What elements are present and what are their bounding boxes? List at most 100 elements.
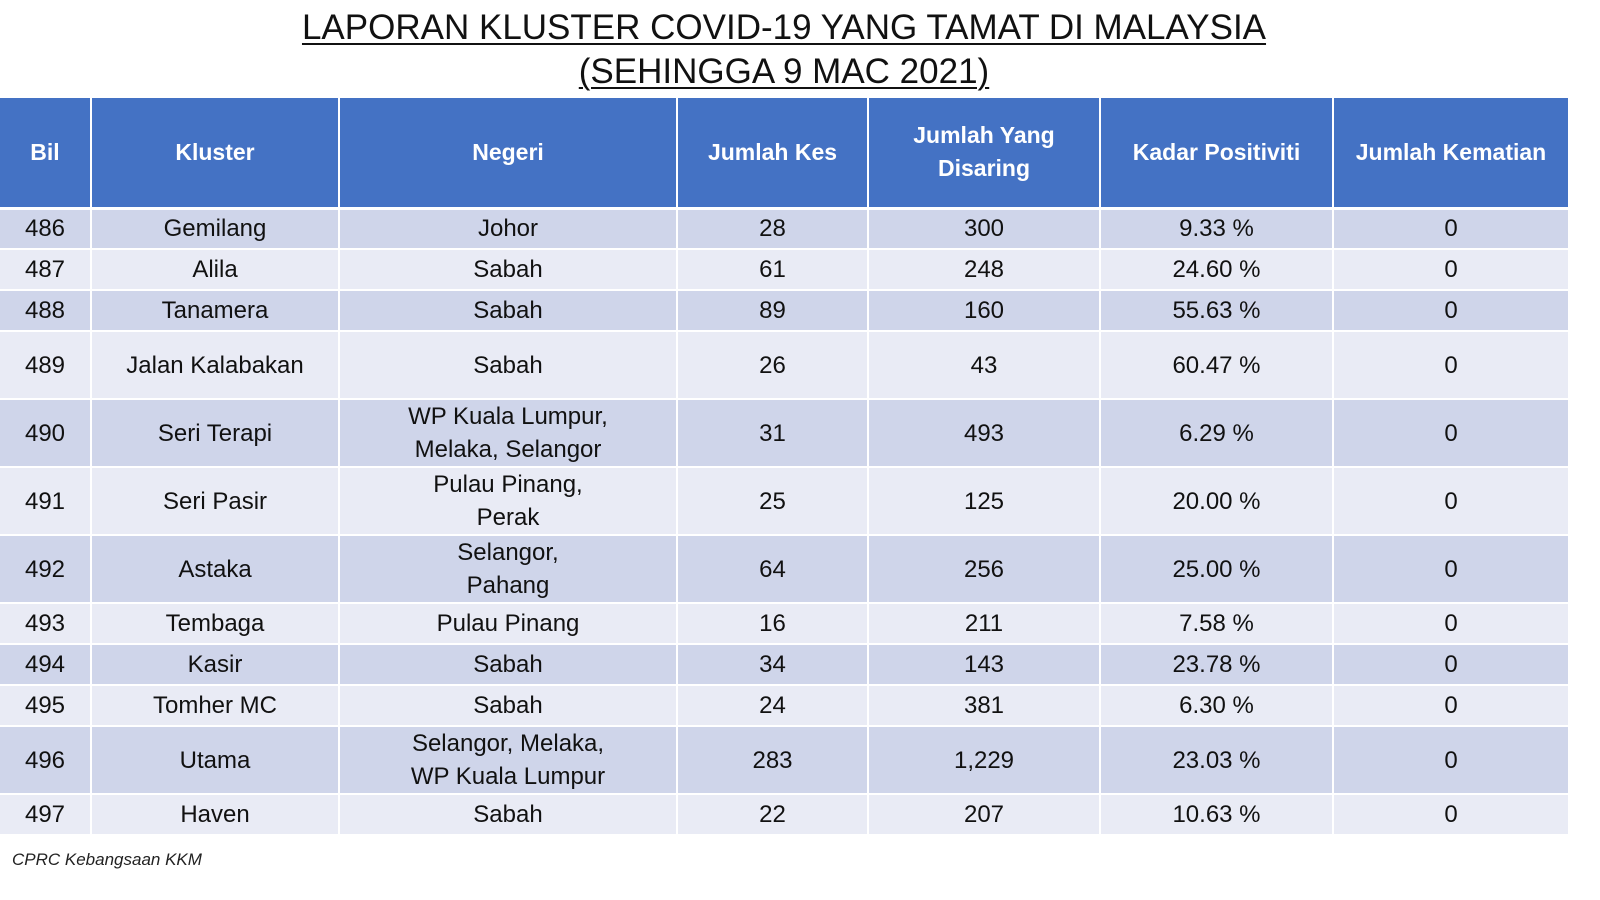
negeri-line: Pulau Pinang, [433, 471, 583, 498]
table-body: 486 Gemilang Johor 28 300 9.33 % 0 487 Alila Saba… [0, 208, 1568, 836]
cell-jumlah-kes: 89 [677, 290, 869, 332]
cell-kluster: Alila [91, 249, 340, 291]
header-jumlah-kes: Jumlah Kes [677, 98, 869, 210]
header-jumlah-kematian: Jumlah Kematian [1333, 98, 1568, 210]
cell-jumlah-disaring: 381 [868, 685, 1101, 727]
negeri-line: WP Kuala Lumpur, [408, 403, 608, 430]
cell-jumlah-disaring: 43 [868, 331, 1101, 400]
cell-kadar-positiviti: 6.30 % [1100, 685, 1334, 727]
cell-kadar-positiviti: 6.29 % [1100, 399, 1334, 468]
cell-jumlah-kes: 24 [677, 685, 869, 727]
cell-negeri: WP Kuala Lumpur, Melaka, Selangor [339, 399, 678, 468]
cell-bil: 497 [0, 794, 92, 836]
negeri-line: Pulau Pinang [436, 610, 580, 637]
table-row: 492 Astaka Selangor, Pahang 64 256 25.00 % 0 [0, 535, 1568, 604]
cell-bil: 495 [0, 685, 92, 727]
cell-kluster: Jalan Kalabakan [91, 331, 340, 400]
cell-negeri: Johor [339, 208, 678, 250]
negeri-line: Selangor, Melaka, [411, 730, 605, 757]
table-row: 490 Seri Terapi WP Kuala Lumpur, Melaka, Se… [0, 399, 1568, 468]
cell-jumlah-kes: 25 [677, 467, 869, 536]
report-title-line-1: LAPORAN KLUSTER COVID-19 YANG TAMAT DI M… [301, 8, 1267, 47]
table-row: 488 Tanamera Sabah 89 160 55.63 % 0 [0, 290, 1568, 332]
table-row: 486 Gemilang Johor 28 300 9.33 % 0 [0, 208, 1568, 250]
cell-jumlah-disaring: 125 [868, 467, 1101, 536]
negeri-line: Sabah [473, 692, 543, 719]
negeri-line: Perak [476, 504, 540, 531]
cell-negeri: Sabah [339, 794, 678, 836]
report-title-line-2: (SEHINGGA 9 MAC 2021) [578, 52, 990, 91]
cell-negeri: Sabah [339, 644, 678, 686]
cell-jumlah-kematian: 0 [1333, 331, 1568, 400]
cell-jumlah-kematian: 0 [1333, 208, 1568, 250]
cell-kluster: Tomher MC [91, 685, 340, 727]
cell-kluster: Gemilang [91, 208, 340, 250]
cell-kluster: Utama [91, 726, 340, 795]
cell-kadar-positiviti: 55.63 % [1100, 290, 1334, 332]
cell-negeri: Sabah [339, 331, 678, 400]
source-note: CPRC Kebangsaan KKM [12, 850, 202, 869]
cell-jumlah-kematian: 0 [1333, 794, 1568, 836]
cell-bil: 488 [0, 290, 92, 332]
cell-kluster: Tembaga [91, 603, 340, 645]
cell-kluster: Kasir [91, 644, 340, 686]
table-row: 494 Kasir Sabah 34 143 23.78 % 0 [0, 644, 1568, 686]
cell-jumlah-kes: 31 [677, 399, 869, 468]
cluster-table: Bil Kluster Negeri Jumlah Kes Jumlah Yan… [0, 98, 1568, 836]
cell-kadar-positiviti: 60.47 % [1100, 331, 1334, 400]
cell-jumlah-disaring: 248 [868, 249, 1101, 291]
cell-jumlah-disaring: 300 [868, 208, 1101, 250]
table-header-row: Bil Kluster Negeri Jumlah Kes Jumlah Yan… [0, 98, 1568, 210]
cell-bil: 494 [0, 644, 92, 686]
cell-kadar-positiviti: 25.00 % [1100, 535, 1334, 604]
negeri-line: Johor [477, 215, 539, 243]
cell-kluster: Haven [91, 794, 340, 836]
header-kluster: Kluster [91, 98, 340, 210]
table-row: 491 Seri Pasir Pulau Pinang, Perak 25 125 20.0… [0, 467, 1568, 536]
cell-jumlah-kes: 28 [677, 208, 869, 250]
table-row: 489 Jalan Kalabakan Sabah 26 43 60.47 % 0 [0, 331, 1568, 400]
cell-jumlah-kematian: 0 [1333, 603, 1568, 645]
cell-jumlah-kes: 283 [677, 726, 869, 795]
cell-negeri: Selangor, Pahang [339, 535, 678, 604]
cell-jumlah-kematian: 0 [1333, 685, 1568, 727]
negeri-line: Selangor, [457, 539, 559, 566]
negeri-line: Sabah [473, 651, 543, 678]
cell-kadar-positiviti: 23.03 % [1100, 726, 1334, 795]
cell-jumlah-disaring: 211 [868, 603, 1101, 645]
cell-bil: 493 [0, 603, 92, 645]
cell-kadar-positiviti: 7.58 % [1100, 603, 1334, 645]
cell-jumlah-disaring: 493 [868, 399, 1101, 468]
header-bil: Bil [0, 98, 92, 210]
header-jumlah-disaring: Jumlah Yang Disaring [868, 98, 1101, 210]
cell-kadar-positiviti: 24.60 % [1100, 249, 1334, 291]
cell-bil: 496 [0, 726, 92, 795]
negeri-line: Sabah [473, 801, 543, 828]
table-row: 497 Haven Sabah 22 207 10.63 % 0 [0, 794, 1568, 836]
cell-bil: 486 [0, 208, 92, 250]
table-row: 496 Utama Selangor, Melaka, WP Kuala Lumpur… [0, 726, 1568, 795]
table-row: 487 Alila Sabah 61 248 24.60 % 0 [0, 249, 1568, 291]
cell-kluster: Tanamera [91, 290, 340, 332]
negeri-line: Pahang [466, 572, 550, 599]
cell-kluster: Seri Pasir [91, 467, 340, 536]
cell-jumlah-kes: 22 [677, 794, 869, 836]
cell-kadar-positiviti: 20.00 % [1100, 467, 1334, 536]
cell-kluster: Seri Terapi [91, 399, 340, 468]
negeri-line: WP Kuala Lumpur [410, 763, 606, 790]
cell-jumlah-kematian: 0 [1333, 726, 1568, 795]
cell-jumlah-kes: 34 [677, 644, 869, 686]
negeri-line: Sabah [473, 297, 543, 324]
cell-jumlah-disaring: 256 [868, 535, 1101, 604]
negeri-line: Melaka, Selangor [414, 436, 602, 463]
negeri-line: Sabah [473, 351, 543, 379]
cell-jumlah-kematian: 0 [1333, 535, 1568, 604]
cell-jumlah-kematian: 0 [1333, 399, 1568, 468]
report-title: LAPORAN KLUSTER COVID-19 YANG TAMAT DI M… [0, 6, 1568, 94]
negeri-line: Sabah [473, 256, 543, 283]
cell-bil: 491 [0, 467, 92, 536]
header-negeri: Negeri [339, 98, 678, 210]
cell-negeri: Selangor, Melaka, WP Kuala Lumpur [339, 726, 678, 795]
cell-kluster: Astaka [91, 535, 340, 604]
cell-jumlah-kes: 16 [677, 603, 869, 645]
